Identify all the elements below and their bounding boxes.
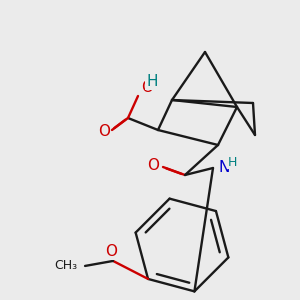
Text: O: O (105, 244, 117, 260)
Text: O: O (147, 158, 159, 172)
Text: O: O (98, 124, 110, 140)
Text: H: H (227, 155, 237, 169)
Text: CH₃: CH₃ (54, 260, 77, 272)
Text: O: O (141, 80, 153, 95)
Text: H: H (146, 74, 158, 89)
Text: N: N (218, 160, 230, 175)
